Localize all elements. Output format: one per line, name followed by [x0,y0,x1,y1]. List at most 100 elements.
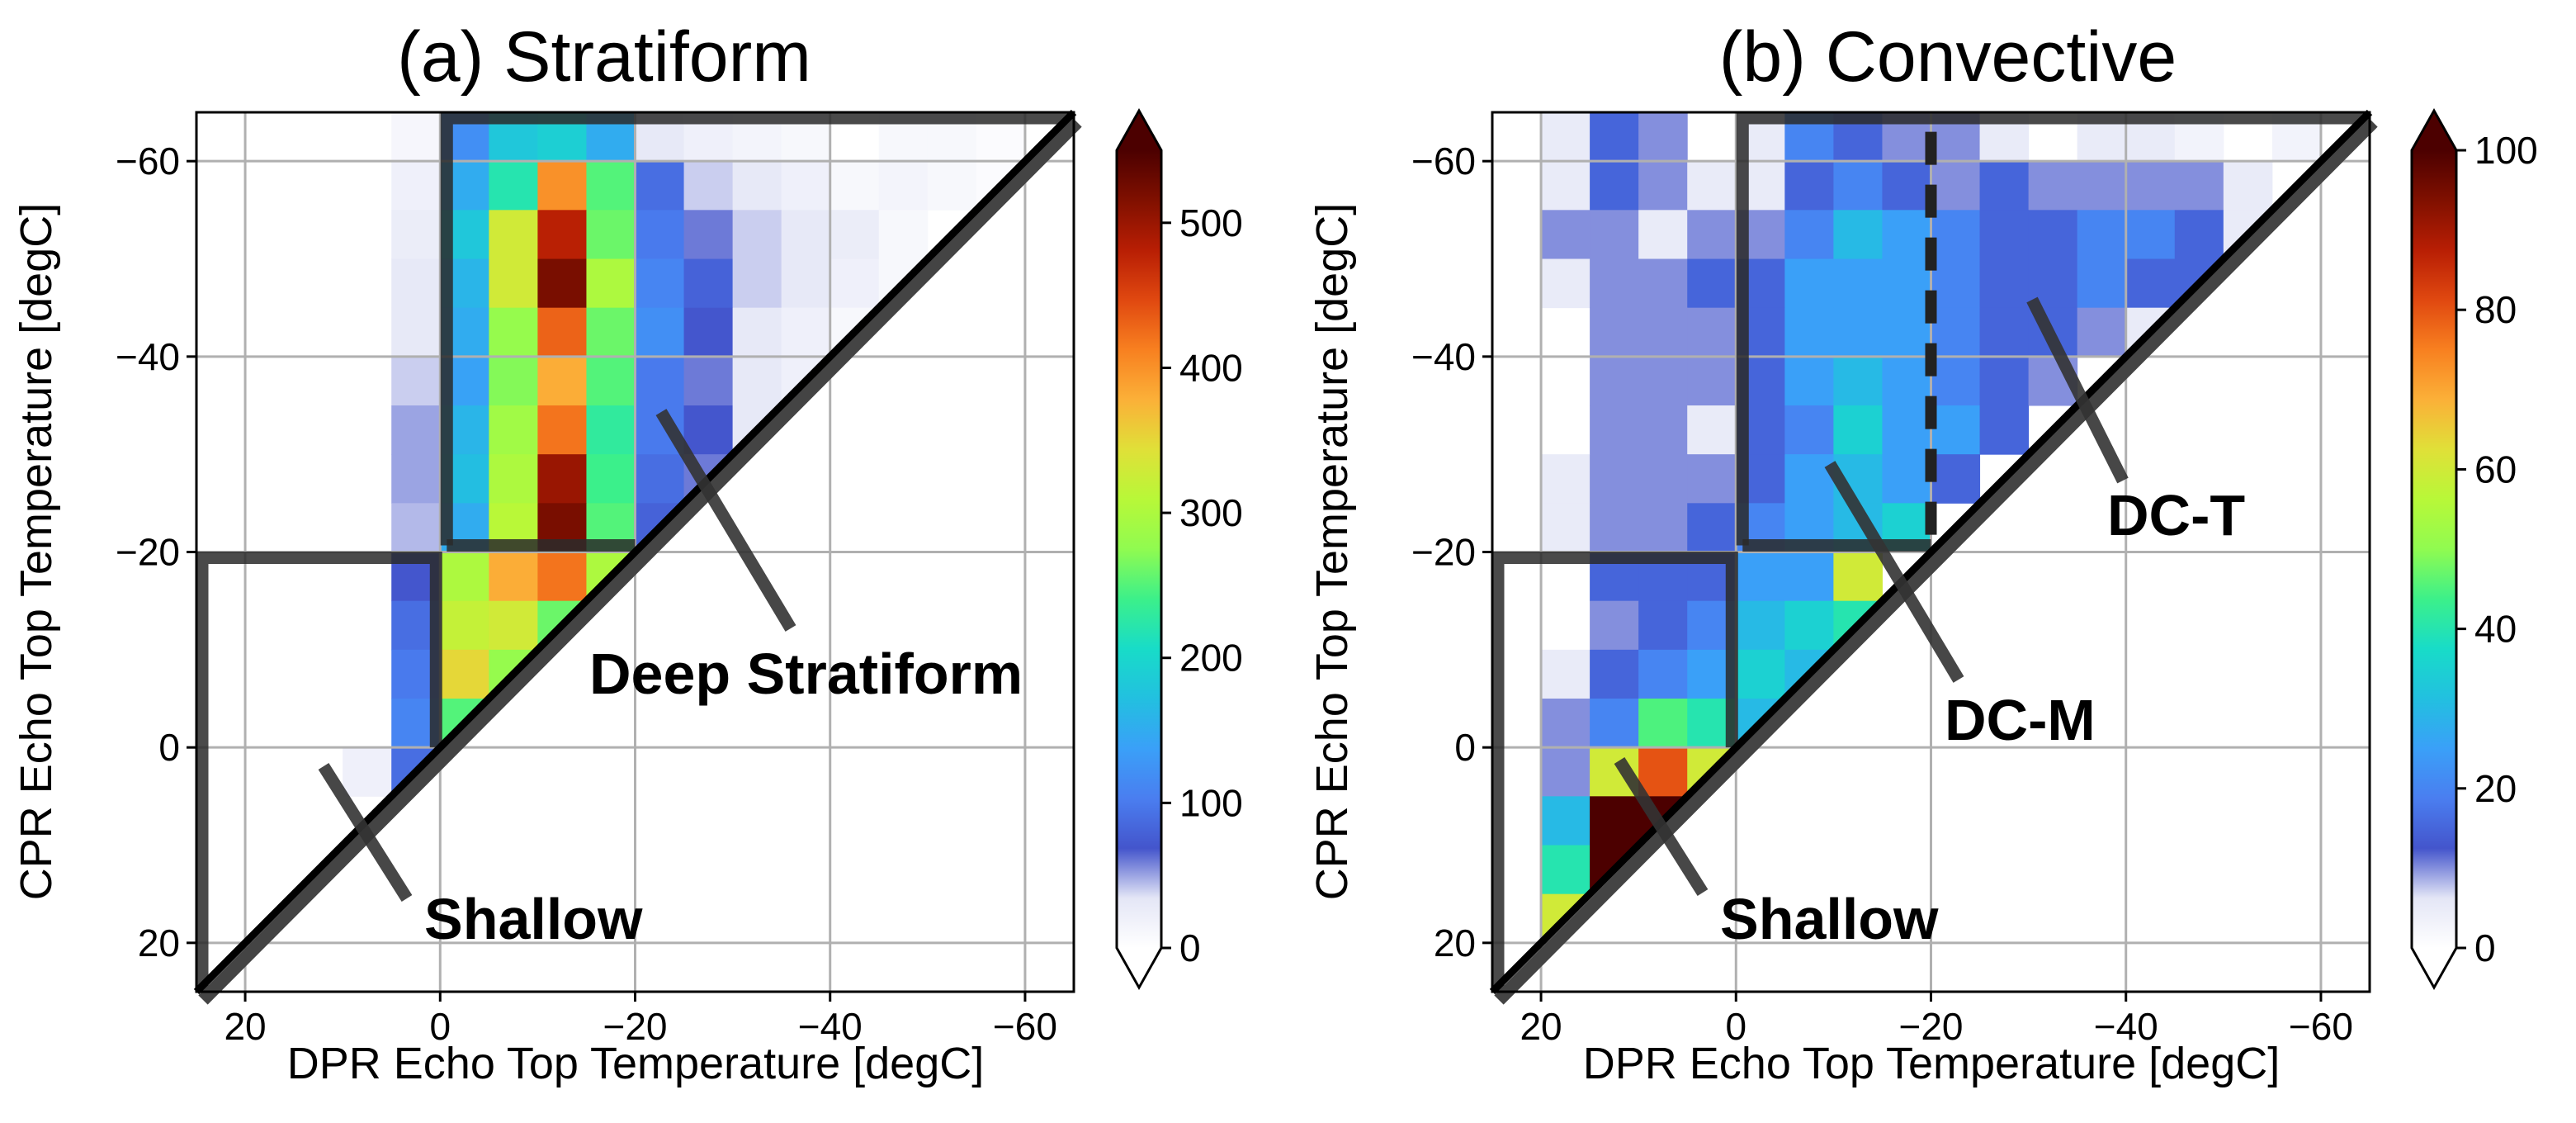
deep-region-box [1736,111,2370,546]
heatmap-cell [1979,405,2030,455]
colorbar-tick-label: 200 [1179,637,1243,680]
annotation-dc-m: DC-M [1945,688,2096,752]
heatmap-cell [635,454,685,504]
heatmap-cell [1833,405,1883,455]
heatmap-cell [489,258,538,309]
heatmap-cell [1784,405,1834,455]
heatmap-cell [1590,112,1639,162]
y-tick-label: −20 [1411,531,1476,574]
heatmap-cell [1687,161,1737,211]
heatmap-cell [1784,258,1834,309]
region-boxes [193,109,1082,1005]
heatmap-cell [440,649,489,699]
heatmap-cell [1784,552,1834,602]
x-tick-label: −40 [2094,1005,2158,1048]
heatmap-cell [489,454,538,504]
heatmap-cell [732,356,782,406]
chart-title: (a) Stratiform [397,17,811,97]
heatmap-cell [1687,405,1737,455]
annotation-shallow: Shallow [424,887,643,951]
leader-line-dc-m [1824,461,1964,683]
heatmap-cell [1638,747,1688,797]
heatmap-cell [391,258,441,309]
heatmap-cell [1541,503,1591,552]
heatmap-cell [1638,210,1688,259]
heatmap-cell [2028,210,2078,259]
heatmap-cell [732,210,782,259]
heatmap-cell [1833,356,1883,406]
heatmap-cell [537,307,587,358]
heatmap-cell [683,161,734,211]
colorbar-tick-label: 100 [2474,129,2538,172]
heatmap-cell [1882,405,1931,455]
heatmap-cell [537,405,587,455]
heatmap-cell [586,258,636,309]
heatmap-cell [2223,161,2273,211]
y-tick-label: 20 [1434,922,1476,964]
heatmap-cell [1784,600,1834,651]
heatmap-cell [1784,307,1834,358]
heatmap-cell [1931,161,1981,211]
y-tick-label: 0 [158,726,180,769]
region-boxes [1489,109,2378,1005]
heatmap-cell [586,161,636,211]
heatmap-cell [586,210,636,259]
heatmap-cell [1541,747,1591,797]
heatmap-cell [1541,161,1591,211]
heatmap-cell [830,210,880,259]
chart-title: (b) Convective [1719,17,2177,97]
heatmap-cell [1931,405,1981,455]
heatmap-cell [1882,258,1931,309]
heatmap-cell [732,258,782,309]
heatmap-cell [1687,307,1737,358]
heatmap-cell [586,454,636,504]
heatmap-cell [927,161,977,211]
heatmap-cell [1638,112,1688,162]
heatmap-cell [1736,649,1785,699]
heatmap-cell [489,161,538,211]
heatmap-cell [489,356,538,406]
heatmap-cell [2077,210,2127,259]
heatmap-cell [2077,161,2127,211]
heatmap-cell [1638,699,1688,748]
one-to-one-diagonal-line [1489,109,2373,995]
x-tick-label: −60 [993,1005,1057,1048]
heatmap-cell [2077,307,2127,358]
heatmap-cell [391,454,441,504]
heatmap-cell [1882,454,1931,504]
heatmap-cell [2028,161,2078,211]
x-tick-label: 0 [429,1005,451,1048]
diagonal-shadow-line [1494,117,2378,1005]
heatmap-cell [391,307,441,358]
heatmap-cell [878,161,929,211]
heatmap-cell [1833,258,1883,309]
heatmap-cell [2125,210,2176,259]
heatmap-cell [537,356,587,406]
colorbar-tick-label: 60 [2474,448,2517,490]
heatmap-cell [1833,307,1883,358]
heatmap-cell [2174,210,2224,259]
heatmap-cell [1882,307,1931,358]
colorbar-extend-max [1117,111,1161,150]
y-tick-label: −60 [116,140,180,182]
heatmap-cell [1931,356,1981,406]
heatmap-cell [683,210,734,259]
heatmap-cell [1979,307,2030,358]
heatmap-cell [1590,307,1639,358]
colorbar-gradient [1117,150,1161,948]
shallow-region-box [196,552,442,992]
heatmap-cell [1784,454,1834,504]
x-tick-label: −60 [2289,1005,2353,1048]
heatmap-cell [489,552,538,602]
heatmap-cell [1541,112,1591,162]
heatmap-cell [732,307,782,358]
x-tick-label: 20 [224,1005,266,1048]
heatmap-cell [830,258,880,309]
heatmap-cell [1590,454,1639,504]
heatmap-cell [489,405,538,455]
x-axis-label: DPR Echo Top Temperature [degC] [1583,1039,2280,1088]
x-tick-label: 20 [1520,1005,1562,1048]
heatmap-cell [781,210,831,259]
x-axis-label: DPR Echo Top Temperature [degC] [287,1039,984,1088]
heatmap-cell [1687,454,1737,504]
